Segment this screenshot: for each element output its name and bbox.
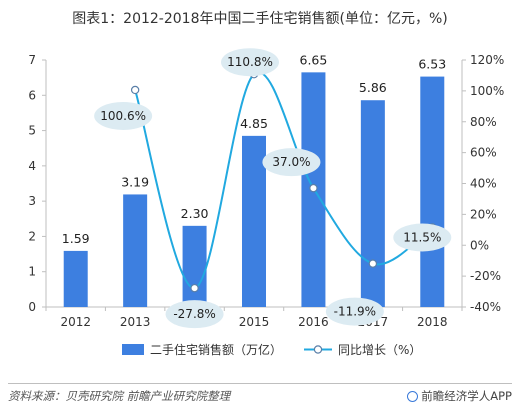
bar-value-label: 4.85 (240, 116, 268, 131)
brand-label: 前瞻经济学人APP (421, 389, 512, 403)
y-left-tick-label: 4 (28, 159, 36, 173)
y-left-tick-label: 6 (28, 88, 36, 102)
growth-label-bubble (393, 223, 452, 252)
bar (123, 194, 148, 307)
growth-label-bubble (325, 297, 384, 326)
growth-value-label: -27.8% (173, 307, 215, 321)
y-right-tick-label: 0% (470, 238, 489, 252)
y-left-tick-label: 5 (28, 124, 36, 138)
bar (420, 76, 445, 307)
y-left-tick-label: 0 (28, 300, 36, 314)
brand-logo-icon (407, 391, 419, 402)
bar (63, 250, 88, 307)
brand: 前瞻经济学人APP (407, 388, 512, 404)
x-tick-label: 2018 (417, 315, 448, 329)
bar (242, 135, 266, 307)
growth-point (130, 85, 140, 95)
x-tick-label: 2012 (60, 315, 91, 329)
y-right-tick-label: 60% (470, 146, 497, 160)
y-right-tick-label: -20% (470, 269, 501, 283)
source-note: 资料来源：贝壳研究院 前瞻产业研究院整理 (8, 389, 231, 403)
y-right-tick-label: 40% (470, 177, 497, 191)
bar-value-label: 5.86 (359, 80, 387, 95)
x-tick-label: 2013 (120, 315, 151, 329)
chart: 0 1 2 3 4 5 6 7 -40% -20% 0% 20% 40% 60% 80% 100% 120% 20… (28, 48, 504, 357)
growth-point (309, 183, 318, 193)
bar-value-label: 6.53 (418, 57, 446, 72)
growth-value-label: 100.6% (100, 109, 146, 123)
footer: 资料来源：贝壳研究院 前瞻产业研究院整理 前瞻经济学人APP (8, 383, 512, 404)
chart-title: 图表1：2012-2018年中国二手住宅销售额(单位：亿元，%) (72, 11, 448, 27)
y-left-tick-label: 3 (28, 194, 36, 208)
growth-label-bubble (221, 48, 279, 77)
growth-value-label: 110.8% (227, 55, 273, 69)
bar (360, 100, 385, 308)
x-tick-label: 2016 (298, 315, 329, 329)
x-tick-label: 2015 (239, 315, 270, 329)
growth-value-label: 11.5% (403, 230, 441, 244)
growth-label-bubble (165, 300, 224, 329)
y-left-tick-label: 1 (28, 265, 36, 279)
y-left-tick-label: 2 (28, 229, 36, 243)
growth-point (368, 259, 378, 268)
bar-value-label: 3.19 (121, 174, 149, 189)
growth-value-label: -11.9% (334, 305, 376, 319)
growth-value-label: 37.0% (272, 155, 310, 169)
growth-label-bubble (262, 148, 321, 177)
y-right-tick-label: -40% (470, 300, 501, 314)
bar-value-label: 6.65 (300, 52, 328, 67)
growth-label-bubble (94, 101, 153, 130)
y-right-tick-label: 120% (470, 53, 504, 67)
bar (182, 225, 207, 307)
y-right-tick-label: 20% (470, 207, 497, 221)
legend-line-marker (313, 345, 323, 354)
bar-value-label: 2.30 (181, 206, 209, 221)
y-left-tick-label: 7 (28, 53, 36, 67)
legend-bar-swatch (122, 344, 144, 355)
legend-line-label: 同比增长（%） (338, 343, 421, 357)
bar-value-label: 1.59 (62, 231, 90, 246)
y-right-tick-label: 100% (470, 84, 504, 98)
y-right-tick-label: 80% (470, 115, 497, 129)
growth-point (190, 283, 199, 293)
growth-line (134, 71, 433, 290)
legend-bar-label: 二手住宅销售额（万亿） (150, 342, 282, 357)
